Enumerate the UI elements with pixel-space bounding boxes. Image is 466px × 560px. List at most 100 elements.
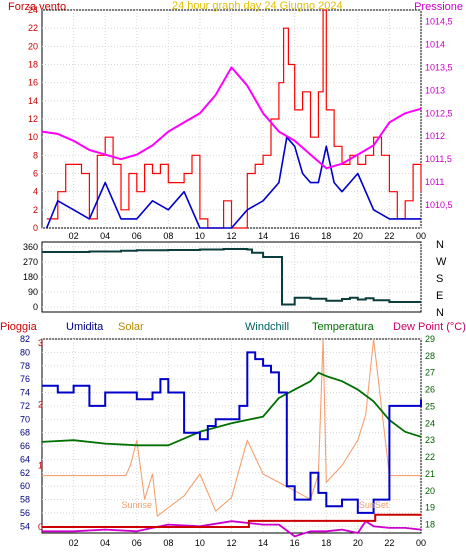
temperature-y-tick-label: 28 [425, 351, 435, 361]
humidity-y-tick-label: 66 [20, 441, 30, 451]
humidity-y-tick-label: 64 [20, 454, 30, 464]
humidity-y-tick-label: 78 [20, 361, 30, 371]
wind-x-tick-label: 02 [69, 231, 79, 241]
temperature-chart-legend: Pioggia Umidita Solar Windchill Temperatura D… [0, 321, 466, 333]
humidity-y-tick-label: 76 [20, 374, 30, 384]
rain-y-tick-label: 2 [38, 399, 43, 409]
temperature-line [41, 371, 422, 447]
wind-y-tick-label: 24 [28, 5, 38, 15]
temperature-y-tick-label: 29 [425, 334, 435, 344]
pressure-y-tick-label: 1013 [425, 85, 445, 95]
direction-y-tick-label: 180 [23, 272, 38, 282]
wind-y-tick-label: 8 [33, 150, 38, 160]
temperature-x-tick-label: 04 [100, 538, 110, 548]
temperature-x-tick-label: 14 [258, 538, 268, 548]
wind-x-tick-label: 06 [132, 231, 142, 241]
temperature-x-tick-label: 02 [69, 538, 79, 548]
wind-chart-ticks: 0246810121416182022241010,510111011,5101… [28, 5, 453, 241]
rain-y-tick-label: 1 [38, 461, 43, 471]
temperature-chart-annotations: Sunrise SunSet [121, 500, 388, 510]
legend-item: Pioggia [0, 321, 38, 333]
pressure-y-tick-label: 1013,5 [425, 62, 453, 72]
wind-chart-series [41, 9, 422, 229]
wind-y-tick-label: 6 [33, 169, 38, 179]
wind-y-tick-label: 20 [28, 41, 38, 51]
wind-x-tick-label: 08 [163, 231, 173, 241]
temperature-y-tick-label: 23 [425, 435, 435, 445]
sunrise-label: Sunrise [121, 500, 152, 510]
rain-y-tick-label: 0 [38, 522, 43, 532]
temperature-x-tick-label: 22 [384, 538, 394, 548]
rain-line [42, 513, 421, 528]
temperature-x-tick-label: 00 [416, 538, 426, 548]
legend-item: Dew Point (°C) [393, 321, 466, 333]
pressure-y-tick-label: 1014 [425, 39, 445, 49]
temperature-y-tick-label: 22 [425, 452, 435, 462]
direction-chart-series [42, 248, 421, 306]
chart-title: 24 hour graph day 24 Giugno 2024 [172, 0, 343, 12]
temperature-chart-series [41, 338, 422, 538]
wind-y-tick-label: 10 [28, 132, 38, 142]
temperature-x-tick-label: 16 [290, 538, 300, 548]
wind-x-tick-label: 20 [353, 231, 363, 241]
pressure-y-tick-label: 1014,5 [425, 16, 453, 26]
direction-y-tick-label: 0 [33, 302, 38, 312]
temperature-x-tick-label: 18 [321, 538, 331, 548]
humidity-y-tick-label: 82 [20, 334, 30, 344]
direction-y-tick-label: 360 [23, 242, 38, 252]
direction-y-tick-label: 90 [28, 287, 38, 297]
solar-line [42, 338, 421, 517]
legend-item: Temperatura [312, 321, 375, 333]
humidity-y-tick-label: 58 [20, 495, 30, 505]
wind-x-tick-label: 16 [290, 231, 300, 241]
pressure-y-tick-label: 1012 [425, 131, 445, 141]
humidity-y-tick-label: 54 [20, 521, 30, 531]
wind-y-tick-label: 4 [33, 187, 38, 197]
temperature-x-tick-label: 08 [163, 538, 173, 548]
wind-y-tick-label: 18 [28, 60, 38, 70]
wind-speed-line [45, 136, 421, 229]
legend-item: Umidita [66, 321, 104, 333]
pressure-line [41, 66, 422, 170]
wind-x-tick-label: 04 [100, 231, 110, 241]
humidity-y-tick-label: 62 [20, 468, 30, 478]
wind-y-tick-label: 14 [28, 96, 38, 106]
temperature-y-tick-label: 18 [425, 520, 435, 530]
compass-label: S [436, 273, 443, 285]
temperature-y-tick-label: 24 [425, 418, 435, 428]
temperature-y-tick-label: 20 [425, 486, 435, 496]
humidity-y-tick-label: 74 [20, 388, 30, 398]
compass-label: W [436, 256, 447, 268]
temperature-y-tick-label: 21 [425, 469, 435, 479]
temperature-x-tick-label: 10 [195, 538, 205, 548]
humidity-y-tick-label: 72 [20, 401, 30, 411]
wind-x-tick-label: 12 [226, 231, 236, 241]
wind-y-tick-label: 2 [33, 205, 38, 215]
humidity-y-tick-label: 56 [20, 508, 30, 518]
temperature-y-tick-label: 27 [425, 368, 435, 378]
temperature-y-tick-label: 26 [425, 385, 435, 395]
pressure-y-tick-label: 1011,5 [425, 154, 452, 164]
wind-y-tick-label: 0 [33, 223, 38, 233]
temperature-x-tick-label: 06 [132, 538, 142, 548]
temperature-x-tick-label: 20 [353, 538, 363, 548]
sunset-label: SunSet [359, 500, 389, 510]
legend-item: Solar [118, 321, 144, 333]
temperature-x-tick-label: 12 [226, 538, 236, 548]
pressure-y-tick-label: 1011 [425, 177, 444, 187]
wind-x-tick-label: 14 [258, 231, 268, 241]
humidity-y-tick-label: 80 [20, 347, 30, 357]
compass-label: N [436, 239, 444, 251]
compass-label: N [436, 307, 444, 319]
humidity-line [42, 351, 422, 514]
humidity-y-tick-label: 70 [20, 414, 30, 424]
wind-x-tick-label: 00 [416, 231, 426, 241]
humidity-y-tick-label: 60 [20, 481, 30, 491]
rain-y-tick-label: 3 [38, 338, 43, 348]
wind-x-tick-label: 22 [384, 231, 394, 241]
wind-direction-line [42, 248, 421, 306]
temperature-y-tick-label: 19 [425, 503, 435, 513]
